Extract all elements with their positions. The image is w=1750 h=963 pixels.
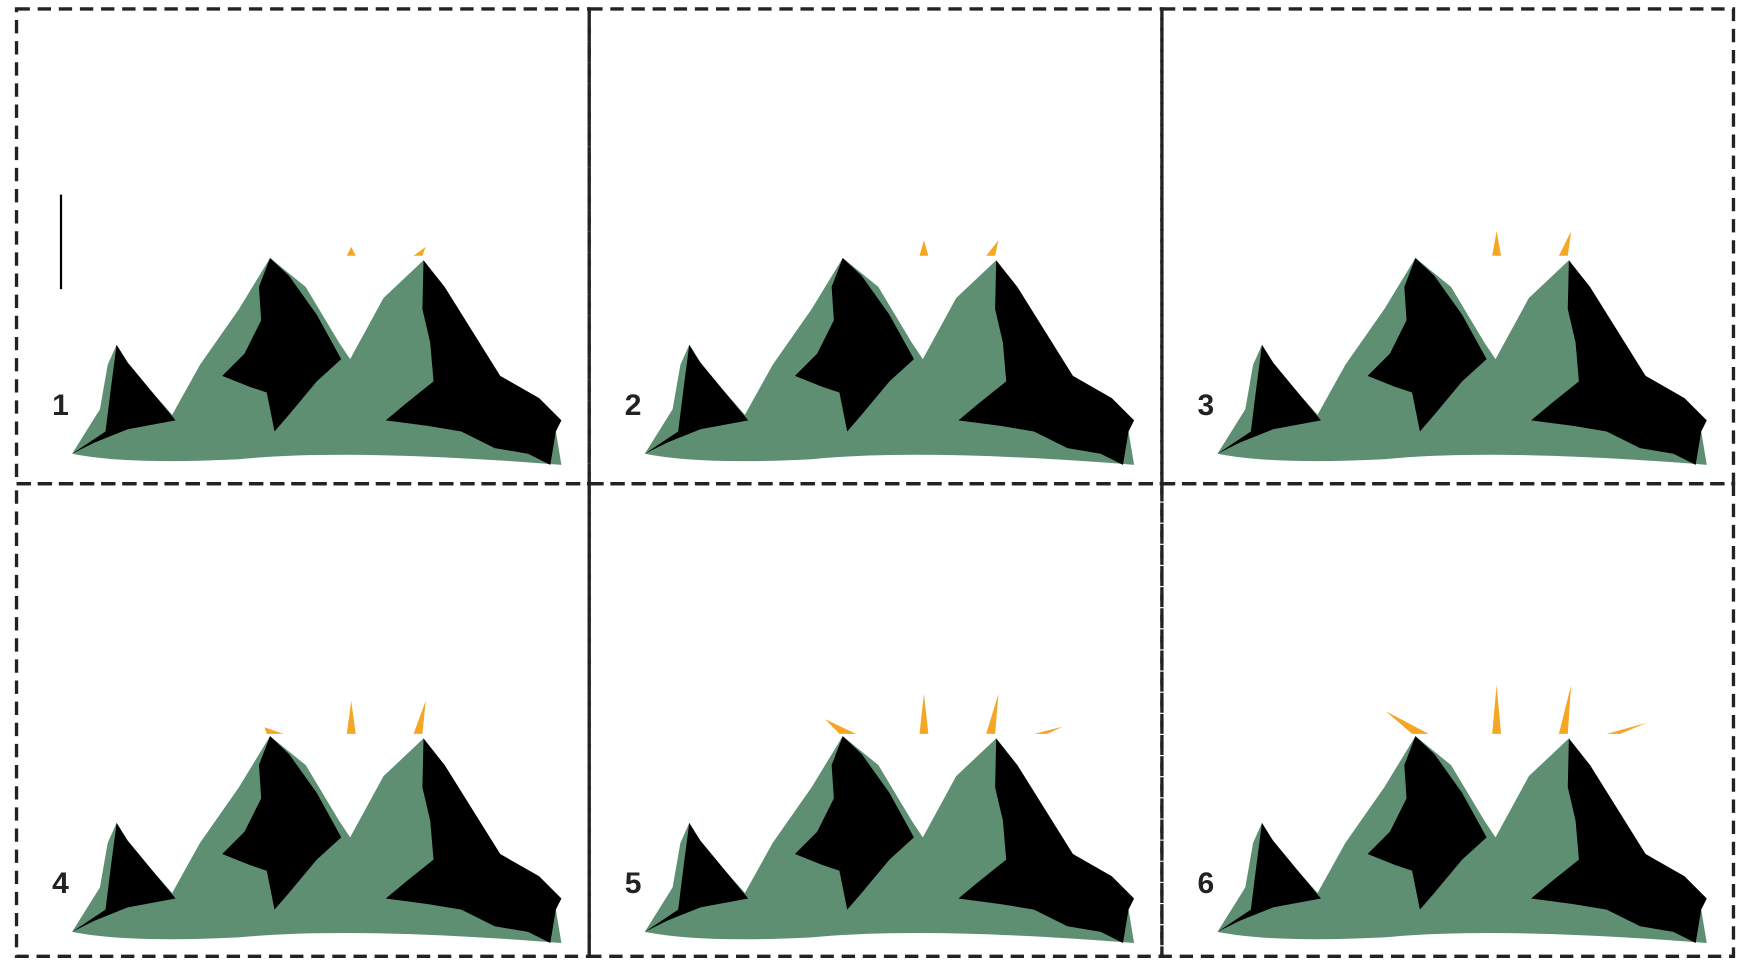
frame: 2 bbox=[625, 240, 1135, 465]
sun-ray bbox=[1492, 684, 1502, 734]
sun-ray bbox=[986, 240, 999, 256]
mountain bbox=[72, 257, 562, 465]
sun-ray bbox=[264, 727, 284, 734]
frame: 6 bbox=[1197, 684, 1707, 943]
frame-border bbox=[14, 482, 591, 958]
sun-ray bbox=[1558, 231, 1572, 256]
sun-ray bbox=[919, 240, 929, 256]
frame-number: 5 bbox=[625, 867, 642, 900]
sun-ray bbox=[346, 246, 356, 256]
mountain bbox=[72, 736, 562, 943]
frame-number: 3 bbox=[1197, 389, 1214, 422]
frame-number: 6 bbox=[1197, 867, 1214, 900]
sun-ray bbox=[825, 719, 857, 734]
frame: 5 bbox=[625, 693, 1135, 943]
frame-border bbox=[587, 482, 1164, 958]
sun-ray bbox=[346, 700, 356, 734]
sun-ray bbox=[413, 246, 426, 256]
mountain bbox=[644, 736, 1135, 943]
sun-ray bbox=[1034, 726, 1063, 734]
sun-ray bbox=[986, 693, 999, 734]
frame-number: 2 bbox=[625, 389, 642, 422]
sun-ray bbox=[919, 693, 929, 734]
sun-ray bbox=[1558, 684, 1572, 734]
mountain bbox=[644, 257, 1135, 465]
frame: 3 bbox=[1197, 231, 1707, 465]
frame: 4 bbox=[52, 700, 562, 943]
frame-number: 4 bbox=[52, 867, 69, 900]
frame-border bbox=[1160, 482, 1736, 958]
sun-ray bbox=[1606, 722, 1648, 734]
sun-ray bbox=[413, 700, 426, 734]
sun-ray bbox=[1492, 231, 1502, 256]
sun-ray bbox=[1385, 711, 1429, 734]
mountain bbox=[1217, 257, 1707, 465]
mountain bbox=[1217, 736, 1707, 943]
frame-number: 1 bbox=[52, 389, 69, 422]
frame: 1 bbox=[52, 194, 562, 465]
